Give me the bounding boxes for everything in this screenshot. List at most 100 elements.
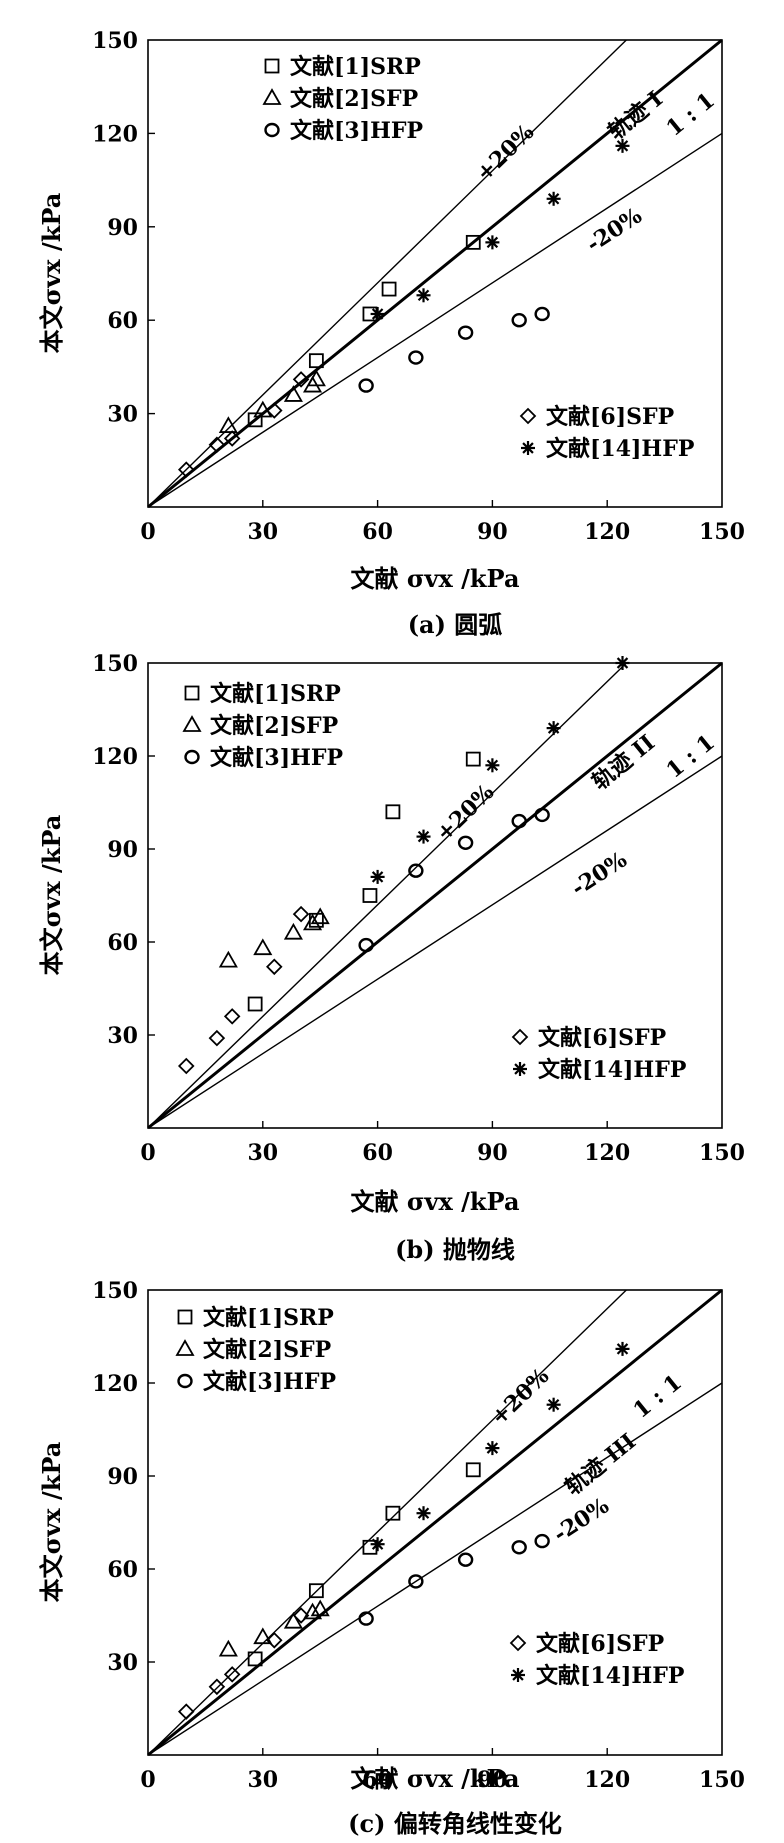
series-1 <box>247 1462 481 1667</box>
data-point <box>511 1540 527 1555</box>
data-point <box>370 1537 385 1552</box>
data-point <box>416 288 431 303</box>
legend-label: 文献[14]HFP <box>538 1057 686 1083</box>
series-4 <box>177 1607 310 1720</box>
legend-label: 文献[14]HFP <box>536 1663 684 1689</box>
legend-marker <box>184 749 200 765</box>
y-tick-label: 90 <box>107 215 138 241</box>
data-point <box>292 905 310 923</box>
data-point <box>310 1599 330 1617</box>
data-point <box>292 1607 310 1624</box>
plot-frame <box>147 662 723 1129</box>
x-tick-label: 150 <box>699 519 745 545</box>
series-4 <box>177 905 310 1075</box>
legend-marker <box>519 407 537 425</box>
y-tick-label: 120 <box>92 744 138 770</box>
data-point <box>465 234 481 250</box>
y-tick-label: 150 <box>92 28 138 54</box>
data-point <box>218 1639 238 1657</box>
line-label: +20% <box>471 119 539 187</box>
data-point <box>546 1397 561 1412</box>
legend-label: 文献[1]SRP <box>210 681 341 707</box>
legend-marker <box>184 685 200 701</box>
legend-marker <box>182 715 202 732</box>
data-point <box>457 325 474 340</box>
data-point <box>546 721 561 736</box>
legend-label: 文献[1]SRP <box>203 1305 334 1331</box>
data-point <box>253 1627 273 1645</box>
data-point <box>385 1505 401 1521</box>
data-point <box>177 1703 195 1720</box>
panel-caption: (a) 圆弧 <box>408 610 503 639</box>
series-4 <box>177 371 310 478</box>
legend-label: 文献[2]SFP <box>210 713 338 739</box>
x-axis-title: 文献 σvx /kPa <box>350 1187 519 1216</box>
data-point <box>485 1441 500 1456</box>
data-point <box>223 1008 241 1025</box>
data-point <box>283 922 303 940</box>
panel-2: 0 30 60 90 120 150 30 60 90 120 150 文献 σvx /kPa 本文σv… <box>37 651 745 1264</box>
x-tick-label: 60 <box>362 1140 393 1166</box>
data-point <box>358 378 374 393</box>
data-point <box>308 353 324 369</box>
data-point <box>408 863 424 878</box>
data-point <box>283 385 303 402</box>
legend-marker <box>264 58 280 74</box>
data-point <box>615 656 630 670</box>
series-3 <box>358 306 550 393</box>
data-point <box>381 281 397 297</box>
data-point <box>408 1574 424 1589</box>
data-point <box>385 804 401 820</box>
data-point <box>408 350 424 365</box>
x-tick-label: 120 <box>584 519 630 545</box>
data-point <box>416 829 431 844</box>
data-point <box>358 1611 374 1626</box>
plot-frame <box>147 39 723 508</box>
ref-line-plus20 <box>147 39 627 508</box>
trajectory-label: 轨迹 III <box>560 1428 641 1500</box>
series-5 <box>370 138 630 321</box>
x-tick-label: 120 <box>584 1767 630 1793</box>
panel-caption: (b) 抛物线 <box>395 1235 515 1264</box>
x-tick-label: 0 <box>140 1140 155 1166</box>
line-label: +20% <box>486 1363 554 1430</box>
legend-marker <box>513 1062 527 1076</box>
ref-line-one-to-one <box>147 661 723 1130</box>
data-point <box>511 813 527 829</box>
series-5 <box>370 1341 630 1552</box>
data-point <box>416 1506 431 1521</box>
x-axis-title: 文献 σvx /kPa <box>350 564 519 593</box>
panel-caption: (c) 偏转角线性变化 <box>348 1809 562 1838</box>
data-point <box>534 807 550 823</box>
series-2 <box>218 369 326 433</box>
y-tick-label: 120 <box>92 121 138 147</box>
data-point <box>266 958 283 976</box>
data-point <box>457 1552 474 1567</box>
legend-label: 文献[6]SFP <box>538 1025 666 1051</box>
data-point <box>485 235 500 250</box>
legend-label: 文献[6]SFP <box>546 404 674 430</box>
series-5 <box>370 656 630 884</box>
x-tick-label: 30 <box>247 1767 278 1793</box>
x-tick-label: 90 <box>477 1767 508 1793</box>
data-point <box>208 1678 226 1696</box>
y-tick-label: 120 <box>92 1371 138 1397</box>
legend-label: 文献[2]SFP <box>290 86 418 112</box>
data-point <box>247 412 263 428</box>
y-tick-label: 150 <box>92 651 138 677</box>
series-2 <box>218 907 330 968</box>
data-point <box>546 191 561 206</box>
ref-line-minus20 <box>147 1382 723 1756</box>
data-point <box>177 461 195 478</box>
x-tick-label: 60 <box>362 519 393 545</box>
legend-marker <box>177 1373 193 1389</box>
x-tick-label: 150 <box>699 1767 745 1793</box>
data-point <box>253 400 273 418</box>
series-1 <box>247 234 481 428</box>
data-point <box>370 306 385 321</box>
line-label: -20% <box>567 847 632 902</box>
plot-frame <box>147 1289 723 1756</box>
data-point <box>534 1533 550 1549</box>
data-point <box>266 402 283 419</box>
